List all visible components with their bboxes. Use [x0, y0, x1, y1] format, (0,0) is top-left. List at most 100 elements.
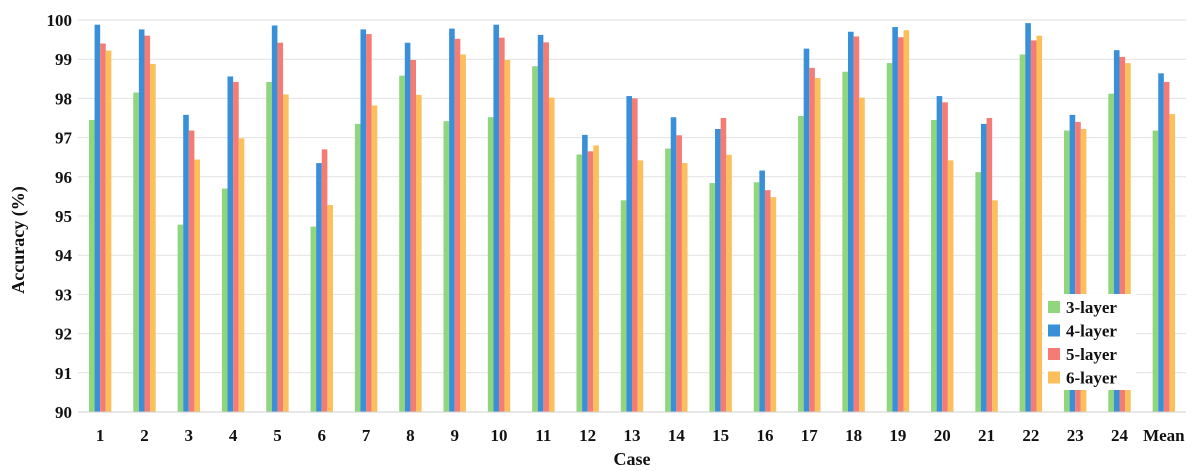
bar-6-layer-3 [194, 159, 200, 412]
bar-4-layer-1 [94, 24, 101, 412]
bar-6-layer-17 [814, 78, 821, 413]
bar-4-layer-14 [670, 117, 677, 412]
bar-3-layer-3 [177, 224, 184, 412]
bar-3-layer-13 [620, 200, 627, 412]
legend-swatch [1048, 301, 1060, 313]
bar-6-layer-8 [416, 94, 422, 413]
bar-4-layer-22 [1025, 23, 1031, 412]
bar-5-layer-17 [809, 67, 815, 412]
legend-swatch [1048, 324, 1060, 337]
x-tick-label: 9 [450, 426, 459, 445]
y-tick-label: 97 [55, 129, 73, 148]
bar-5-layer-24 [1119, 56, 1126, 412]
bar-3-layer-10 [487, 117, 494, 412]
bar-4-layer-11 [537, 34, 544, 413]
bar-5-layer-6 [321, 149, 328, 413]
bar-3-layer-23 [1064, 130, 1070, 413]
legend-label: 3-layer [1066, 298, 1117, 317]
bar-3-layer-14 [665, 148, 671, 412]
bar-5-layer-7 [366, 34, 372, 413]
bar-6-layer-2 [150, 63, 156, 413]
y-tick-label: 90 [55, 403, 72, 422]
bar-4-layer-4 [227, 76, 234, 412]
bar-4-layer-23 [1069, 114, 1076, 413]
y-tick-label: 98 [55, 89, 72, 108]
x-tick-label: 19 [889, 426, 906, 445]
bar-5-layer-1 [100, 43, 106, 413]
bar-4-layer-17 [803, 48, 810, 413]
bar-4-layer-13 [626, 96, 632, 413]
legend-label: 5-layer [1066, 345, 1117, 364]
bar-4-layer-Mean [1158, 73, 1164, 412]
bar-3-layer-6 [310, 226, 317, 412]
x-tick-label: 14 [668, 426, 686, 445]
bar-6-layer-4 [238, 138, 245, 412]
x-tick-label: 7 [362, 426, 371, 445]
x-tick-label: 24 [1111, 426, 1129, 445]
y-tick-label: 91 [55, 364, 72, 383]
bar-3-layer-12 [576, 154, 583, 412]
x-tick-label: 13 [624, 426, 641, 445]
bars [88, 23, 1176, 413]
bar-3-layer-15 [709, 183, 716, 412]
bar-3-layer-Mean [1152, 130, 1159, 413]
bar-3-layer-21 [975, 172, 981, 412]
x-tick-label: 10 [491, 426, 508, 445]
bar-3-layer-4 [221, 188, 228, 412]
bar-6-layer-15 [726, 154, 732, 412]
bar-5-layer-12 [587, 151, 594, 412]
legend-label: 4-layer [1066, 322, 1117, 341]
bar-5-layer-21 [986, 118, 993, 412]
bar-3-layer-5 [266, 81, 272, 412]
y-tick-label: 92 [55, 325, 72, 344]
y-tick-labels: 90 91 92 93 94 95 96 97 98 99 100 [47, 11, 73, 422]
bar-3-layer-16 [753, 182, 760, 412]
bar-4-layer-7 [360, 29, 367, 412]
x-tick-label: 12 [579, 426, 596, 445]
legend-swatch [1048, 371, 1060, 384]
bar-3-layer-17 [798, 116, 804, 412]
bar-4-layer-8 [404, 42, 411, 413]
legend-label: 6-layer [1066, 369, 1117, 388]
bar-3-layer-19 [886, 63, 893, 413]
legend: 3-layer 4-layer 5-layer 6-layer [1044, 294, 1136, 390]
x-axis-title: Case [614, 449, 651, 469]
bar-5-layer-4 [233, 81, 239, 412]
y-tick-label: 95 [55, 207, 72, 226]
x-tick-labels: 1 2 3 4 5 6 7 8 9 10 11 12 13 14 15 16 17 18 19 20 21 22 23 24 M… [96, 426, 1185, 445]
bar-4-layer-21 [980, 123, 987, 412]
bar-6-layer-10 [504, 59, 511, 412]
y-tick-label: 96 [55, 168, 72, 187]
bar-5-layer-23 [1075, 121, 1081, 413]
bar-5-layer-8 [410, 59, 416, 412]
bar-6-layer-24 [1125, 63, 1131, 413]
bar-6-layer-20 [947, 160, 954, 412]
bar-5-layer-13 [632, 98, 638, 413]
x-tick-label: 15 [712, 426, 729, 445]
bar-5-layer-22 [1030, 40, 1037, 412]
bar-6-layer-12 [593, 145, 599, 412]
bar-5-layer-5 [277, 42, 284, 413]
bar-4-layer-24 [1113, 50, 1120, 413]
bar-6-layer-11 [548, 97, 555, 413]
bar-5-layer-11 [543, 42, 549, 413]
x-tick-label: 21 [978, 426, 995, 445]
bar-3-layer-9 [443, 121, 450, 412]
bar-5-layer-Mean [1163, 81, 1170, 412]
bar-5-layer-2 [144, 35, 151, 413]
y-tick-label: 94 [55, 246, 73, 265]
bar-3-layer-1 [88, 119, 95, 413]
bar-6-layer-Mean [1169, 114, 1176, 412]
bar-4-layer-16 [759, 170, 765, 412]
x-tick-label: 17 [801, 426, 819, 445]
bar-4-layer-15 [715, 128, 721, 413]
bar-5-layer-15 [720, 118, 727, 412]
x-tick-label: 18 [845, 426, 862, 445]
x-tick-label: 1 [96, 426, 105, 445]
y-tick-label: 93 [55, 285, 72, 304]
bar-3-layer-18 [842, 71, 848, 413]
y-tick-label: 100 [47, 11, 73, 30]
bar-4-layer-12 [582, 134, 588, 413]
y-tick-label: 99 [55, 50, 72, 69]
bar-6-layer-22 [1036, 35, 1043, 413]
